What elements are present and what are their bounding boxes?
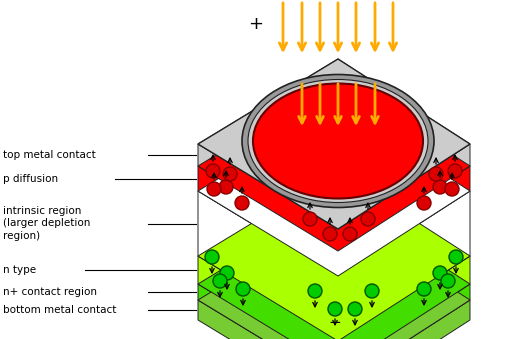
Ellipse shape	[248, 80, 428, 202]
Circle shape	[417, 282, 431, 296]
Circle shape	[220, 266, 234, 280]
Circle shape	[206, 164, 220, 178]
Text: n type: n type	[3, 265, 36, 275]
Polygon shape	[338, 166, 470, 276]
Circle shape	[445, 182, 459, 196]
Circle shape	[417, 196, 431, 210]
Circle shape	[213, 274, 227, 288]
Circle shape	[207, 182, 221, 196]
Circle shape	[365, 284, 379, 298]
Polygon shape	[198, 106, 470, 276]
Circle shape	[236, 282, 250, 296]
Polygon shape	[198, 284, 338, 339]
Circle shape	[323, 227, 337, 241]
Circle shape	[205, 250, 219, 264]
Polygon shape	[198, 256, 338, 339]
Ellipse shape	[242, 75, 434, 207]
Polygon shape	[338, 256, 470, 339]
Text: p diffusion: p diffusion	[3, 174, 58, 183]
Circle shape	[303, 212, 317, 226]
Text: top metal contact: top metal contact	[3, 150, 96, 160]
Polygon shape	[198, 191, 338, 339]
Polygon shape	[198, 171, 470, 339]
Circle shape	[361, 212, 375, 226]
Polygon shape	[198, 166, 338, 276]
Circle shape	[343, 227, 357, 241]
Circle shape	[449, 250, 463, 264]
Polygon shape	[198, 81, 470, 251]
Circle shape	[433, 266, 447, 280]
Ellipse shape	[253, 83, 423, 199]
Polygon shape	[198, 199, 470, 339]
Polygon shape	[198, 144, 338, 251]
Text: intrinsic region
(larger depletion
region): intrinsic region (larger depletion regio…	[3, 206, 90, 241]
Polygon shape	[198, 300, 338, 339]
Text: +: +	[248, 15, 263, 33]
Text: n+ contact region: n+ contact region	[3, 287, 97, 297]
Circle shape	[441, 274, 455, 288]
Text: −: −	[329, 315, 341, 330]
Polygon shape	[338, 300, 470, 339]
Polygon shape	[338, 144, 470, 251]
Circle shape	[429, 167, 443, 181]
Polygon shape	[338, 284, 470, 339]
Circle shape	[219, 180, 233, 194]
Circle shape	[448, 164, 462, 178]
Circle shape	[348, 302, 362, 316]
Polygon shape	[198, 59, 470, 229]
Polygon shape	[338, 191, 470, 339]
Circle shape	[308, 284, 322, 298]
Circle shape	[235, 196, 249, 210]
Circle shape	[223, 167, 237, 181]
Circle shape	[328, 302, 342, 316]
Polygon shape	[198, 59, 470, 229]
Polygon shape	[198, 215, 470, 339]
Circle shape	[433, 180, 447, 194]
Text: bottom metal contact: bottom metal contact	[3, 305, 116, 315]
